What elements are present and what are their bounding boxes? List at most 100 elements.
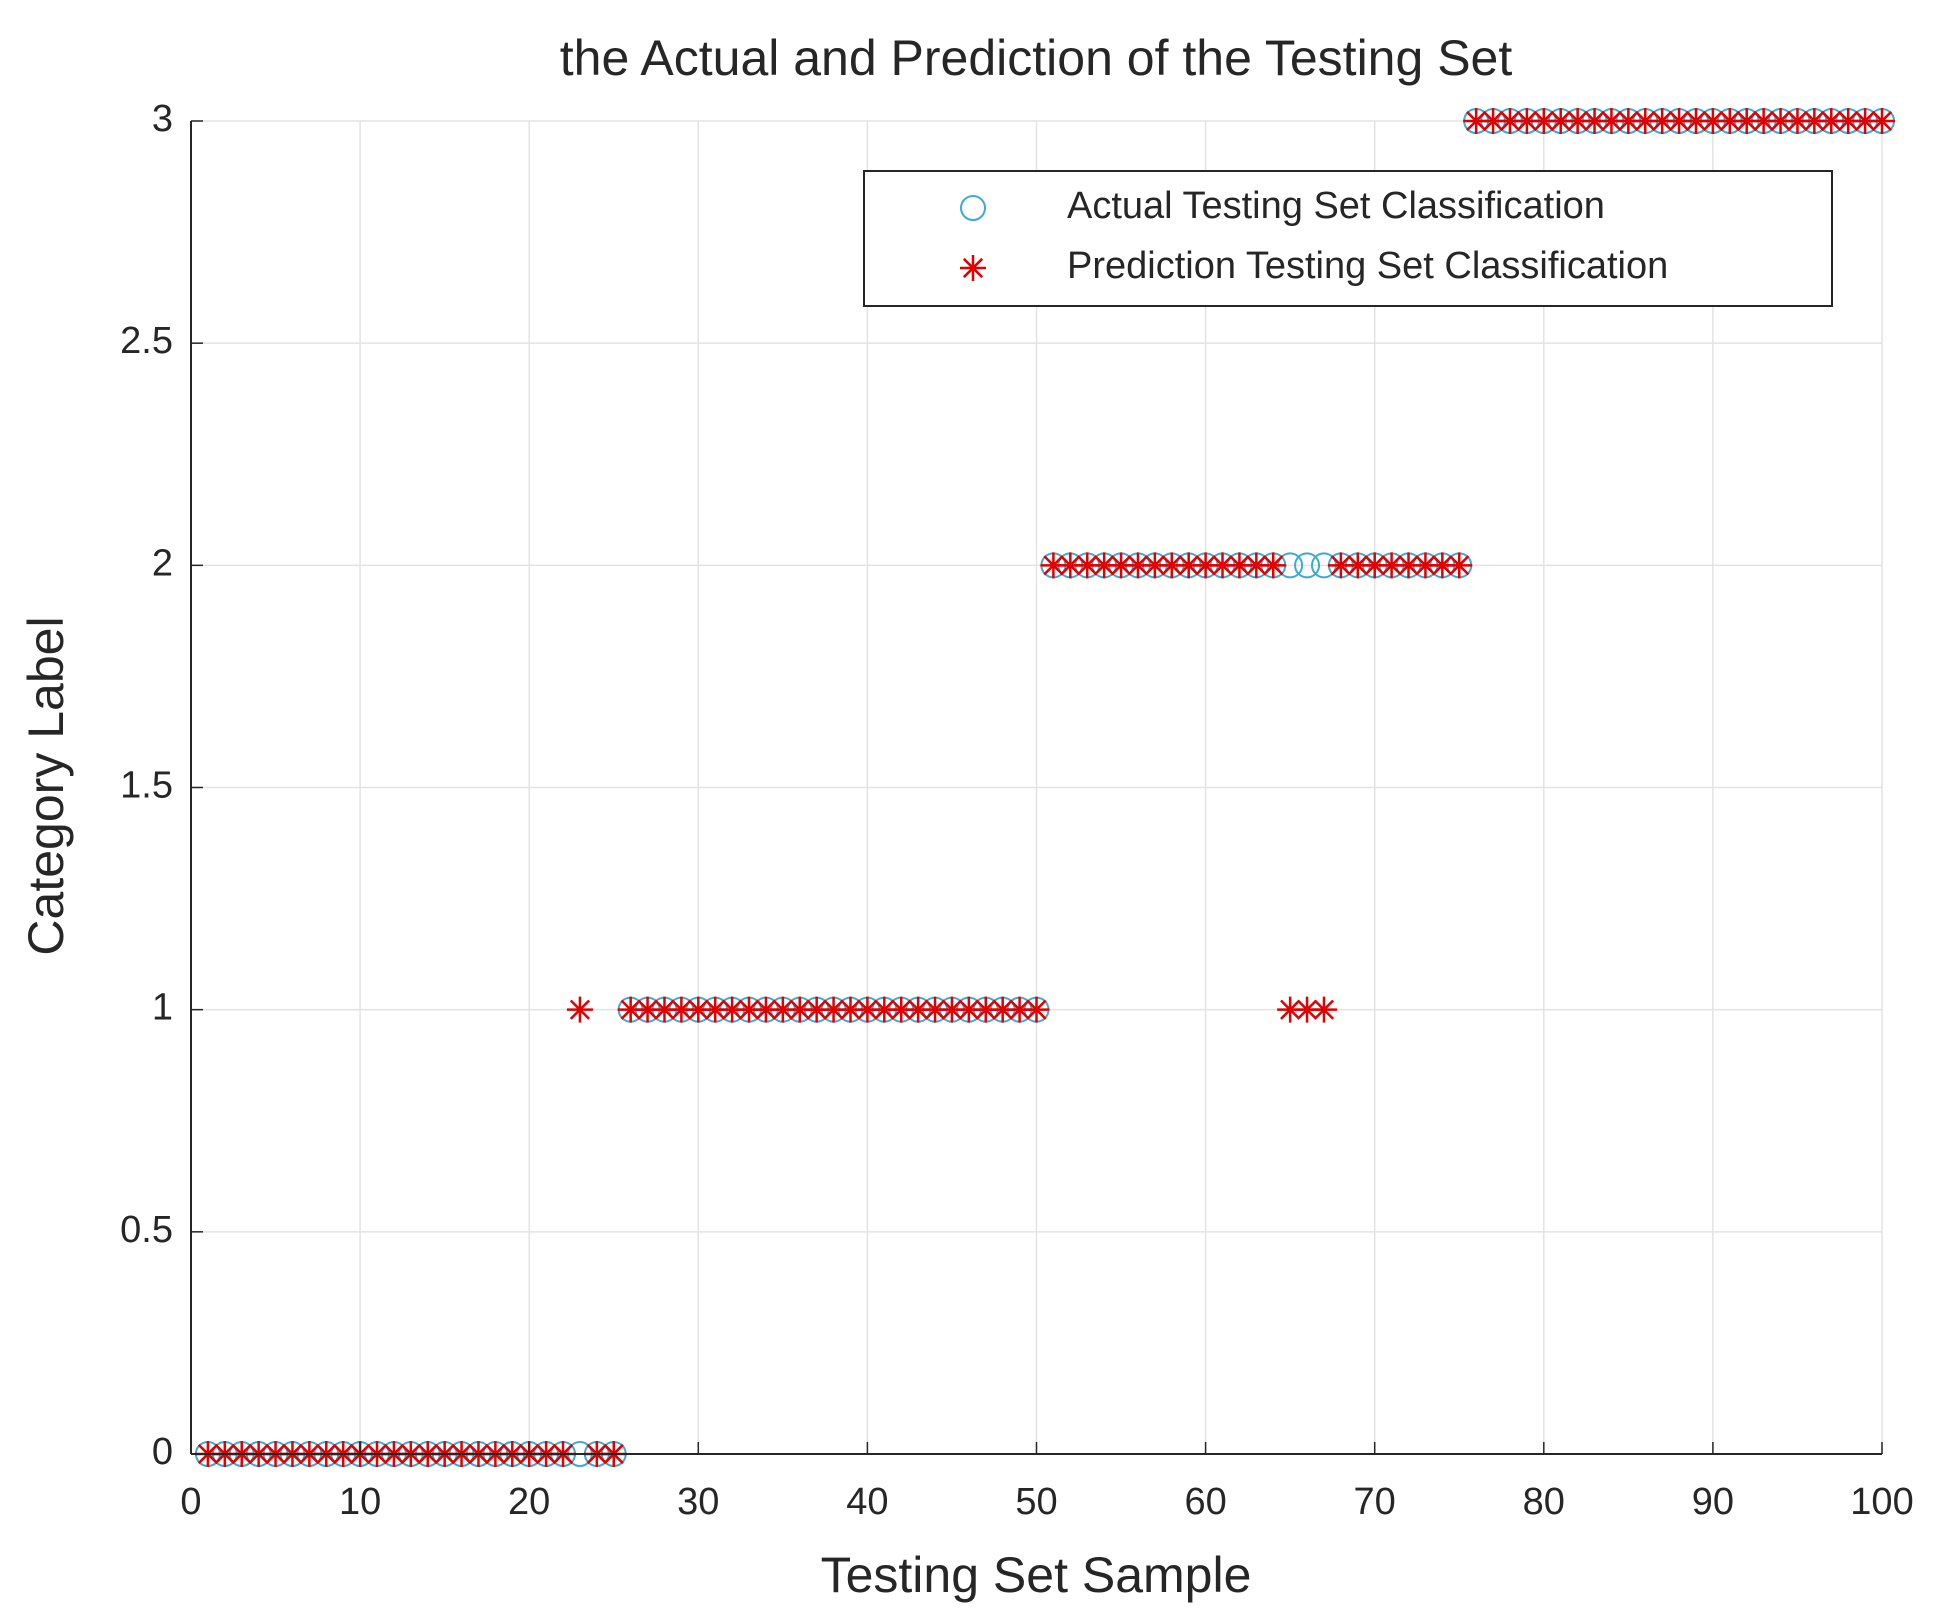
star-marker — [1818, 108, 1845, 134]
star-marker — [1699, 108, 1726, 134]
x-tick-label: 0 — [180, 1481, 201, 1523]
star-marker — [1192, 552, 1219, 579]
star-marker — [1057, 552, 1084, 579]
star-marker — [955, 996, 982, 1023]
star-marker — [1496, 108, 1523, 134]
star-marker — [1446, 552, 1473, 579]
star-marker — [1108, 552, 1135, 579]
star-marker — [1226, 552, 1253, 579]
star-marker — [1006, 996, 1033, 1023]
star-marker — [702, 996, 729, 1023]
star-marker — [905, 996, 932, 1023]
x-tick-label: 50 — [1015, 1481, 1057, 1523]
star-marker — [1547, 108, 1574, 134]
x-tick-label: 100 — [1850, 1481, 1913, 1523]
circle-marker — [1294, 552, 1321, 579]
star-marker — [1632, 108, 1659, 134]
y-tick-label: 2.5 — [120, 320, 173, 362]
star-marker — [1310, 996, 1337, 1023]
x-tick-label: 20 — [508, 1481, 550, 1523]
y-tick-label: 0 — [152, 1431, 173, 1473]
axes: 0 10 20 30 40 50 60 70 80 90 100 0 0.5 1 1.5 2 2.5 3 — [120, 98, 1914, 1523]
star-marker — [837, 996, 864, 1023]
star-marker — [972, 996, 999, 1023]
star-marker — [1716, 108, 1743, 134]
star-marker — [1666, 108, 1693, 134]
star-marker — [938, 996, 965, 1023]
star-marker — [1767, 108, 1794, 134]
star-marker — [1733, 108, 1760, 134]
x-tick-label: 40 — [846, 1481, 888, 1523]
star-marker — [719, 996, 746, 1023]
star-marker — [1429, 552, 1456, 579]
star-marker — [1378, 552, 1405, 579]
star-marker — [1124, 552, 1151, 579]
x-tick-label: 70 — [1354, 1481, 1396, 1523]
star-marker — [1141, 552, 1168, 579]
star-marker — [685, 996, 712, 1023]
star-marker — [1564, 108, 1591, 134]
legend-box — [863, 170, 1833, 307]
star-marker — [1869, 108, 1895, 134]
y-tick-label: 1.5 — [120, 765, 173, 807]
y-tick-label: 2 — [152, 542, 173, 584]
star-marker — [1209, 552, 1236, 579]
x-tick-label: 80 — [1523, 1481, 1565, 1523]
star-marker — [617, 996, 644, 1023]
star-marker — [736, 996, 763, 1023]
star-marker — [1412, 552, 1439, 579]
star-marker — [820, 996, 847, 1023]
star-marker — [1260, 552, 1287, 579]
star-marker — [1344, 552, 1371, 579]
star-marker — [1091, 552, 1118, 579]
star-marker — [1513, 108, 1540, 134]
star-marker — [1074, 552, 1101, 579]
star-marker — [803, 996, 830, 1023]
y-tick-label: 1 — [152, 987, 173, 1029]
star-marker — [786, 996, 813, 1023]
star-marker — [1649, 108, 1676, 134]
star-marker — [1175, 552, 1202, 579]
star-marker — [634, 996, 661, 1023]
y-axis-label: Category Label — [18, 616, 74, 955]
star-marker — [1750, 108, 1777, 134]
x-tick-label: 30 — [677, 1481, 719, 1523]
star-marker — [752, 996, 779, 1023]
star-marker — [1463, 108, 1490, 134]
star-marker — [1784, 108, 1811, 134]
star-marker — [1158, 552, 1185, 579]
star-marker — [1480, 108, 1507, 134]
x-tick-label: 60 — [1184, 1481, 1226, 1523]
star-marker — [1682, 108, 1709, 134]
star-marker — [1023, 996, 1050, 1023]
star-marker — [1361, 552, 1388, 579]
legend-label: Actual Testing Set Classification — [1067, 185, 1605, 227]
y-tick-label: 0.5 — [120, 1209, 173, 1251]
x-tick-label: 90 — [1692, 1481, 1734, 1523]
star-marker — [871, 996, 898, 1023]
star-marker — [989, 996, 1016, 1023]
star-marker — [854, 996, 881, 1023]
star-marker — [1852, 108, 1879, 134]
star-marker — [1835, 108, 1862, 134]
star-marker — [668, 996, 695, 1023]
star-marker — [769, 996, 796, 1023]
circle-marker — [960, 195, 986, 221]
star-marker — [960, 255, 986, 281]
star-marker — [1327, 552, 1354, 579]
star-marker — [922, 996, 949, 1023]
star-marker — [1581, 108, 1608, 134]
star-marker — [1801, 108, 1828, 134]
star-marker — [888, 996, 915, 1023]
y-tick-label: 3 — [152, 98, 173, 140]
legend-label: Prediction Testing Set Classification — [1067, 245, 1668, 287]
star-marker — [1277, 996, 1304, 1023]
star-marker — [566, 996, 593, 1023]
star-marker — [1615, 108, 1642, 134]
star-marker — [1598, 108, 1625, 134]
star-marker — [1040, 552, 1067, 579]
star-marker — [1530, 108, 1557, 134]
x-axis-label: Testing Set Sample — [821, 1547, 1252, 1603]
star-marker — [1243, 552, 1270, 579]
